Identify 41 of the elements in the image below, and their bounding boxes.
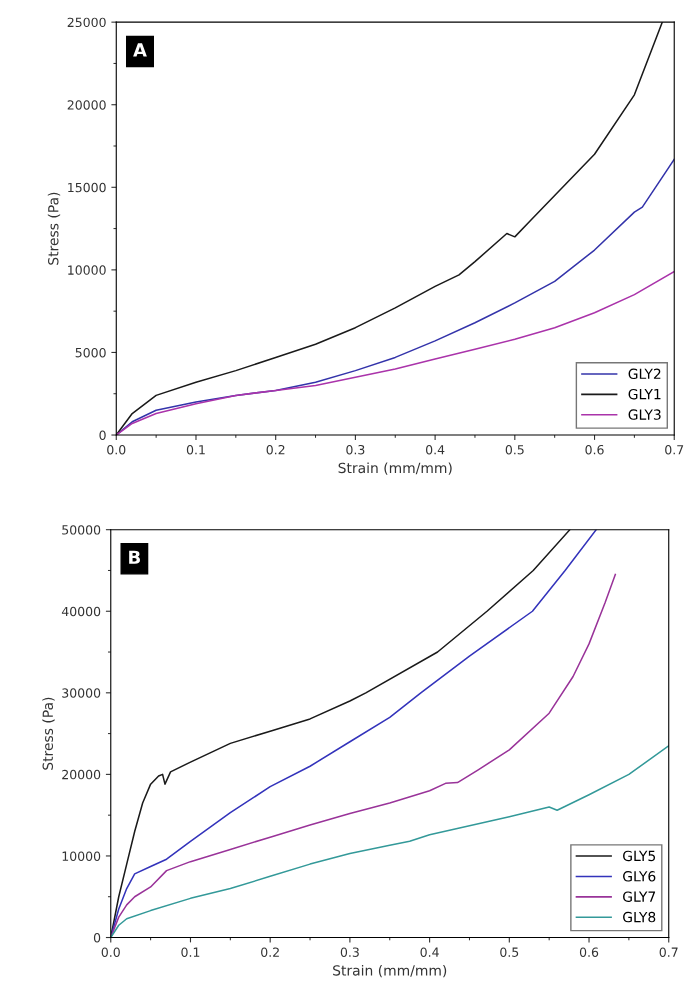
- y-tick-label: 50000: [62, 525, 101, 535]
- x-tick-label: 0.2: [261, 947, 279, 957]
- x-tick-label: 0.3: [340, 947, 359, 957]
- x-tick-label: 0.3: [346, 444, 365, 455]
- legend-label: GLY8: [623, 911, 656, 923]
- x-tick-label: 0.2: [266, 444, 285, 455]
- legend-label: GLY3: [628, 409, 661, 420]
- x-tick-label: 0.6: [579, 947, 599, 957]
- legend-label: GLY6: [623, 871, 656, 882]
- y-tick-label: 20000: [62, 769, 101, 780]
- y-tick-label: 10000: [68, 265, 106, 275]
- x-tick-label: 0.6: [585, 444, 604, 455]
- x-axis-title: Strain (mm/mm): [338, 462, 452, 475]
- x-tick-label: 0.7: [659, 947, 678, 957]
- legend-label: GLY5: [623, 850, 656, 862]
- y-tick-label: 40000: [61, 606, 101, 617]
- y-tick-label: 0: [99, 430, 106, 440]
- y-tick-label: 10000: [62, 851, 101, 861]
- y-tick-label: 20000: [67, 100, 106, 110]
- legend-label: GLY1: [628, 388, 661, 400]
- annotation: A: [133, 43, 147, 57]
- y-tick-label: 30000: [62, 688, 101, 698]
- x-tick-label: 0.0: [101, 947, 120, 957]
- legend-label: GLY7: [623, 891, 656, 902]
- x-tick-label: 0.1: [181, 947, 200, 957]
- y-tick-label: 0: [93, 932, 101, 943]
- x-tick-label: 0.7: [665, 444, 684, 455]
- y-axis-title: Stress (Pa): [47, 192, 61, 265]
- x-axis-title: Strain (mm/mm): [333, 964, 447, 978]
- y-tick-label: 15000: [68, 182, 106, 193]
- y-tick-label: 25000: [67, 17, 106, 28]
- y-tick-label: 5000: [75, 347, 106, 358]
- x-tick-label: 0.4: [420, 947, 439, 957]
- x-tick-label: 0.4: [426, 444, 445, 455]
- x-tick-label: 0.1: [186, 444, 205, 455]
- annotation: B: [129, 550, 140, 564]
- x-tick-label: 0.0: [107, 444, 126, 455]
- x-tick-label: 0.5: [505, 444, 524, 455]
- y-axis-title: Stress (Pa): [42, 697, 55, 770]
- x-tick-label: 0.5: [500, 947, 519, 957]
- legend-label: GLY2: [628, 368, 661, 380]
